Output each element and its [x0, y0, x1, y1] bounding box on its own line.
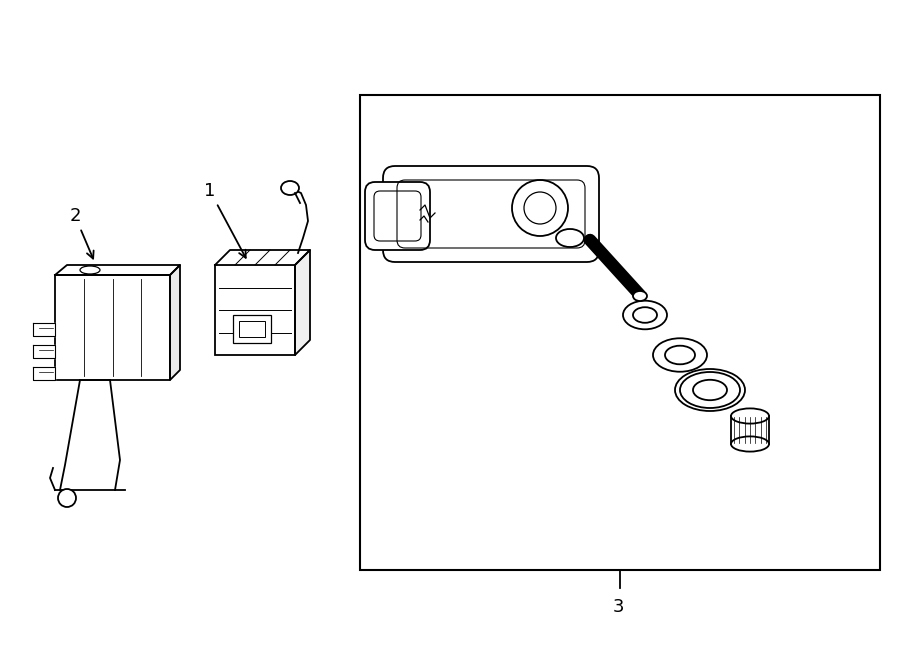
- Text: 2: 2: [69, 207, 94, 258]
- Ellipse shape: [665, 346, 695, 364]
- Ellipse shape: [80, 266, 100, 274]
- Bar: [233, 315, 271, 343]
- Bar: [215, 265, 295, 355]
- Polygon shape: [55, 265, 180, 275]
- Ellipse shape: [680, 372, 740, 408]
- Ellipse shape: [281, 181, 299, 195]
- Polygon shape: [33, 323, 55, 336]
- Polygon shape: [170, 265, 180, 380]
- Polygon shape: [33, 345, 55, 358]
- Ellipse shape: [623, 301, 667, 329]
- Polygon shape: [33, 367, 55, 380]
- FancyBboxPatch shape: [383, 166, 599, 262]
- Circle shape: [58, 489, 76, 507]
- Ellipse shape: [633, 307, 657, 323]
- Ellipse shape: [731, 408, 769, 424]
- Ellipse shape: [653, 338, 707, 371]
- Polygon shape: [55, 275, 170, 380]
- Ellipse shape: [556, 229, 584, 247]
- Ellipse shape: [633, 291, 647, 301]
- Polygon shape: [295, 250, 310, 355]
- FancyBboxPatch shape: [365, 182, 430, 250]
- Ellipse shape: [675, 369, 745, 411]
- Bar: [239, 321, 265, 337]
- Ellipse shape: [693, 380, 727, 400]
- Polygon shape: [215, 250, 310, 265]
- Text: 3: 3: [612, 598, 624, 616]
- Text: 1: 1: [204, 182, 246, 258]
- Ellipse shape: [731, 436, 769, 451]
- Bar: [360, 95, 880, 570]
